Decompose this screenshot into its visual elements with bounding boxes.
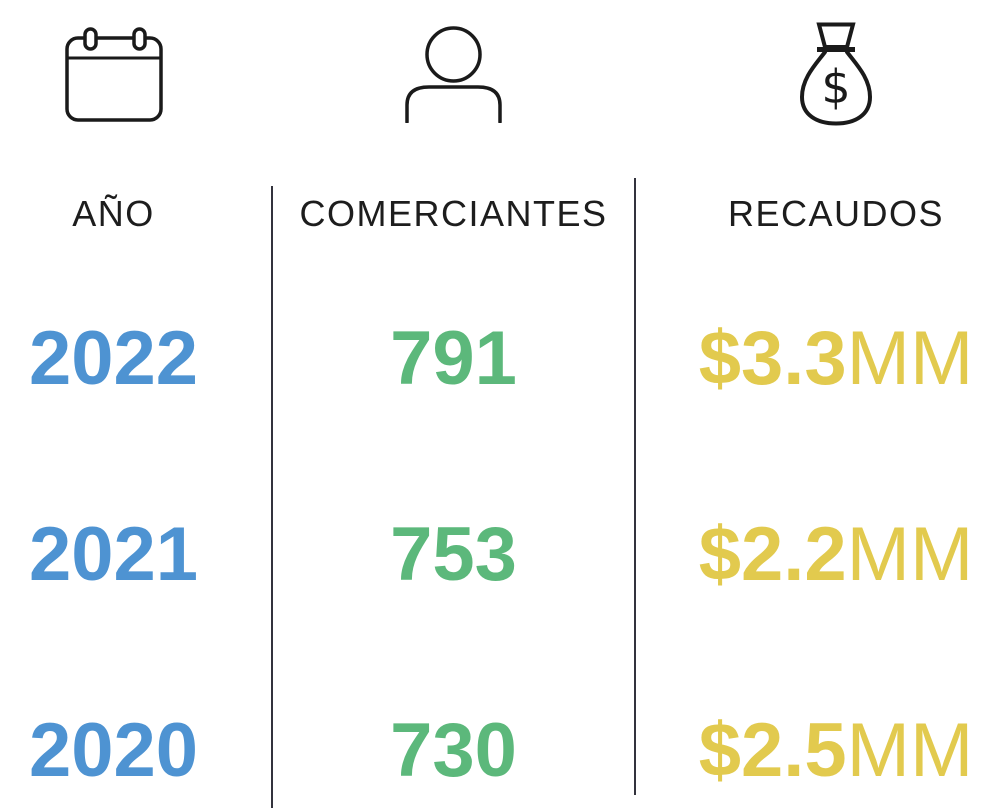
merchants-value: 730	[390, 707, 517, 793]
merchants-value: 791	[390, 315, 517, 401]
revenue-suffix: MM	[846, 511, 974, 597]
headers-band: AÑO COMERCIANTES RECAUDOS	[0, 190, 1002, 238]
revenue-amount: $2.5	[698, 707, 847, 793]
icons-band: $	[0, 18, 1002, 130]
revenue-suffix: MM	[846, 707, 974, 793]
revenue-amount: $3.3	[698, 315, 847, 401]
revenue-amount: $2.2	[698, 511, 847, 597]
table-row: 2022 791 $3.3MM	[0, 308, 1002, 408]
table-row: 2020 730 $2.5MM	[0, 700, 1002, 800]
year-icon-cell	[0, 18, 272, 130]
column-divider-right	[634, 178, 636, 795]
year-value: 2022	[28, 315, 199, 401]
calendar-icon	[64, 26, 163, 122]
merchants-icon-cell	[272, 18, 635, 130]
money-bag-icon: $	[799, 22, 873, 126]
column-divider-left	[271, 186, 273, 808]
year-value: 2020	[28, 707, 199, 793]
dollar-sign-glyph: $	[821, 60, 850, 114]
year-value: 2021	[28, 511, 199, 597]
person-icon	[405, 25, 502, 123]
merchants-value: 753	[390, 511, 517, 597]
revenue-icon-cell: $	[635, 18, 1002, 130]
column-header-comerciantes: COMERCIANTES	[299, 193, 608, 234]
column-header-recaudos: RECAUDOS	[727, 193, 945, 234]
revenue-suffix: MM	[846, 315, 974, 401]
revenue-value: $3.3MM	[699, 315, 974, 402]
revenue-value: $2.2MM	[699, 511, 974, 598]
revenue-value: $2.5MM	[699, 707, 974, 794]
table-row: 2021 753 $2.2MM	[0, 504, 1002, 604]
column-header-ano: AÑO	[72, 193, 155, 234]
